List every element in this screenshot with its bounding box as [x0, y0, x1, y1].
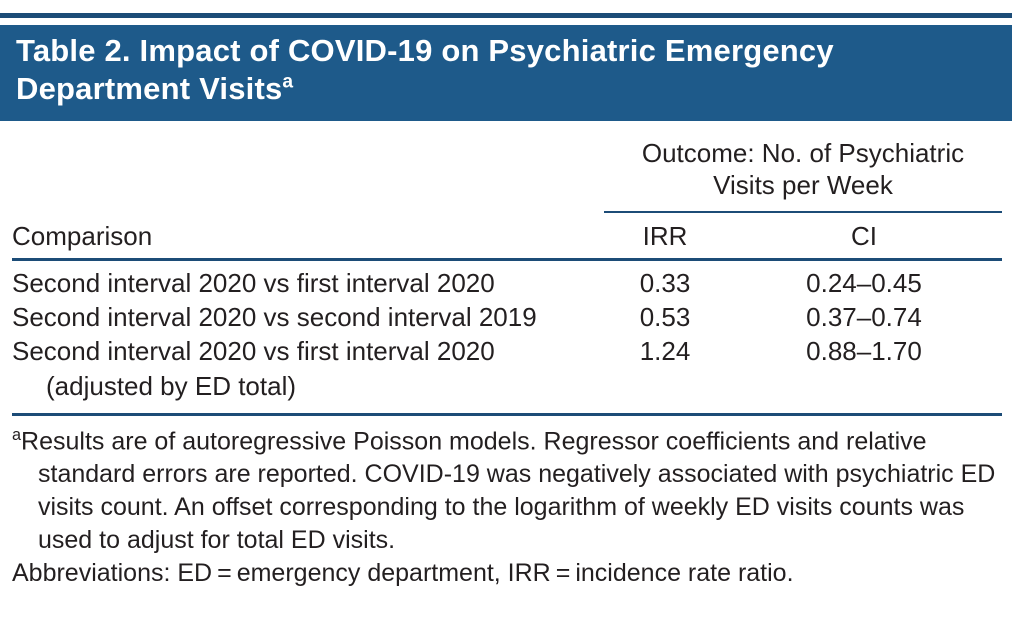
column-header-comparison: Comparison: [12, 220, 153, 251]
data-table: Outcome: No. of Psychiatric Visits per W…: [0, 137, 1012, 416]
outcome-spanner-line2: Visits per Week: [713, 170, 893, 201]
comparison-cell: Second interval 2020 vs first interval 2…: [12, 267, 495, 298]
table-title: Table 2. Impact of COVID-19 on Psychiatr…: [16, 32, 996, 108]
irr-cell: 0.53: [639, 301, 691, 332]
abbreviations-note: Abbreviations: ED = emergency department…: [12, 558, 794, 587]
comparison-cell: Second interval 2020 vs second interval …: [12, 301, 537, 332]
footnote-a-text: Results are of autoregressive Poisson mo…: [21, 427, 996, 554]
outcome-spanner-line1: Outcome: No. of Psychiatric: [641, 137, 965, 168]
table-body: Second interval 2020 vs first interval 2…: [12, 261, 1002, 403]
table-title-text: Table 2. Impact of COVID-19 on Psychiatr…: [16, 33, 834, 106]
outcome-spanner-row: Outcome: No. of Psychiatric Visits per W…: [12, 137, 1002, 213]
column-header-irr: IRR: [642, 220, 688, 251]
comparison-line2: (adjusted by ED total): [46, 370, 297, 401]
comparison-line1: Second interval 2020 vs first interval 2…: [12, 336, 495, 367]
ci-cell: 0.37–0.74: [806, 301, 922, 332]
table-header-row: Comparison IRR CI: [12, 213, 1002, 261]
table-row: Second interval 2020 vs first interval 2…: [12, 266, 1002, 300]
irr-cell: 1.24: [639, 336, 691, 367]
table-title-bar: Table 2. Impact of COVID-19 on Psychiatr…: [0, 25, 1012, 121]
table-bottom-rule: [12, 412, 1002, 416]
table-row: Second interval 2020 vs second interval …: [12, 300, 1002, 334]
comparison-cell: Second interval 2020 vs first interval 2…: [12, 334, 604, 403]
ci-cell: 0.24–0.45: [806, 267, 922, 298]
outcome-spanner-header: Outcome: No. of Psychiatric Visits per W…: [604, 137, 1002, 213]
column-header-ci: CI: [851, 220, 877, 251]
spanner-spacer: [12, 137, 604, 213]
table-row: Second interval 2020 vs first interval 2…: [12, 334, 1002, 403]
footnotes: aResults are of autoregressive Poisson m…: [0, 416, 1012, 590]
table-title-footnote-marker: a: [282, 71, 294, 93]
footnote-a: aResults are of autoregressive Poisson m…: [12, 425, 1004, 557]
irr-cell: 0.33: [639, 267, 691, 298]
top-border-line: [0, 13, 1012, 18]
ci-cell: 0.88–1.70: [806, 336, 922, 367]
footnote-a-marker: a: [12, 425, 22, 444]
